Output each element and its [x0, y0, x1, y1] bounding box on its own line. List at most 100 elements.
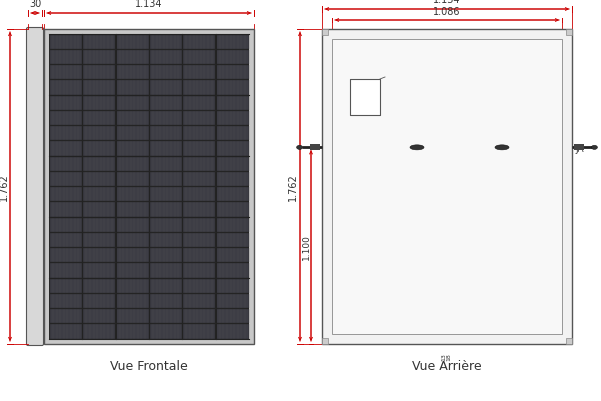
Text: AL: AL	[538, 145, 549, 154]
Bar	[150, 263, 182, 278]
Bar	[83, 279, 115, 293]
Bar	[83, 233, 115, 247]
Bar	[49, 218, 82, 232]
Bar	[150, 309, 182, 324]
Bar	[116, 188, 148, 202]
Bar	[183, 294, 215, 308]
Bar	[216, 51, 248, 65]
Bar	[566, 338, 572, 344]
Bar	[216, 66, 248, 80]
Bar	[216, 35, 248, 50]
Bar	[216, 248, 248, 263]
Bar	[49, 142, 82, 156]
Bar	[150, 66, 182, 80]
Bar	[183, 188, 215, 202]
Bar	[150, 96, 182, 110]
Bar	[83, 324, 115, 339]
Bar	[150, 188, 182, 202]
Text: 13: 13	[442, 352, 447, 360]
Bar	[49, 172, 82, 186]
Text: 30: 30	[29, 0, 41, 9]
Text: 18: 18	[447, 352, 451, 360]
Bar	[49, 51, 82, 65]
Bar	[574, 145, 584, 151]
Bar	[183, 233, 215, 247]
Bar	[183, 111, 215, 126]
Bar	[83, 127, 115, 141]
Ellipse shape	[495, 146, 509, 150]
Bar	[150, 127, 182, 141]
Bar	[83, 248, 115, 263]
Bar	[183, 157, 215, 171]
Text: 1.762: 1.762	[0, 173, 9, 201]
Bar	[83, 172, 115, 186]
Bar	[150, 233, 182, 247]
Bar	[49, 188, 82, 202]
Bar	[216, 218, 248, 232]
Bar	[183, 96, 215, 110]
Bar	[116, 81, 148, 95]
Bar	[150, 157, 182, 171]
Bar	[116, 51, 148, 65]
Bar	[322, 30, 572, 344]
Bar	[216, 142, 248, 156]
Bar	[150, 294, 182, 308]
Bar	[116, 172, 148, 186]
Bar	[49, 111, 82, 126]
Bar	[216, 96, 248, 110]
Text: JA: JA	[576, 145, 584, 154]
FancyBboxPatch shape	[26, 28, 43, 346]
Bar	[183, 218, 215, 232]
Text: 1.134: 1.134	[433, 0, 461, 5]
Ellipse shape	[591, 146, 597, 150]
Bar	[150, 51, 182, 65]
Bar	[83, 35, 115, 50]
Bar	[183, 309, 215, 324]
Bar	[83, 157, 115, 171]
Bar	[150, 81, 182, 95]
Bar	[116, 127, 148, 141]
Bar	[83, 203, 115, 217]
Bar	[216, 309, 248, 324]
Bar	[216, 188, 248, 202]
Bar	[49, 233, 82, 247]
Bar	[49, 157, 82, 171]
Bar	[216, 203, 248, 217]
Text: Trou de masse: Trou de masse	[350, 258, 415, 267]
Bar	[116, 263, 148, 278]
Bar	[216, 233, 248, 247]
Bar	[216, 81, 248, 95]
Bar	[116, 279, 148, 293]
Bar	[83, 111, 115, 126]
Bar	[183, 279, 215, 293]
Bar	[183, 172, 215, 186]
Bar	[49, 66, 82, 80]
Bar	[116, 218, 148, 232]
Bar	[116, 111, 148, 126]
Bar	[83, 188, 115, 202]
Bar	[350, 80, 380, 116]
Bar	[116, 35, 148, 50]
Bar	[49, 294, 82, 308]
Bar	[150, 279, 182, 293]
Bar	[49, 127, 82, 141]
Bar	[83, 218, 115, 232]
Bar	[150, 172, 182, 186]
Bar	[216, 172, 248, 186]
Text: Trou d'installation: Trou d'installation	[350, 135, 430, 144]
Bar	[150, 35, 182, 50]
Bar	[150, 218, 182, 232]
Bar	[183, 324, 215, 339]
Bar	[116, 157, 148, 171]
Bar	[49, 279, 82, 293]
Text: 1.762: 1.762	[288, 173, 298, 201]
Bar	[216, 111, 248, 126]
Bar	[216, 157, 248, 171]
Bar	[83, 51, 115, 65]
Ellipse shape	[297, 146, 302, 150]
Bar	[116, 248, 148, 263]
Bar	[183, 66, 215, 80]
Bar	[183, 81, 215, 95]
Bar	[310, 145, 320, 151]
Bar	[116, 142, 148, 156]
